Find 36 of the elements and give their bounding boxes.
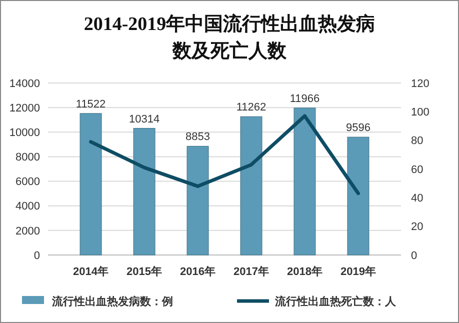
- y-tick-label: 10000: [9, 126, 40, 139]
- bar: [80, 113, 102, 256]
- x-tick-label: 2014年: [73, 265, 109, 278]
- y-tick-label: 12000: [9, 102, 40, 114]
- data-label: 11966: [290, 92, 320, 105]
- y2-tick-label: 0: [411, 250, 418, 262]
- bar: [133, 128, 156, 256]
- bar: [186, 146, 209, 256]
- legend-label: 流行性出血热死亡数：人: [274, 294, 397, 308]
- chart-title: 2014-2019年中国流行性出血热发病数及死亡人数: [84, 13, 376, 62]
- y-tick-label: 8000: [16, 152, 40, 164]
- data-label: 8853: [186, 131, 210, 144]
- y-tick-label: 14000: [9, 78, 40, 90]
- y2-tick-label: 120: [411, 78, 430, 90]
- bar: [294, 108, 316, 256]
- data-label: 9596: [346, 122, 370, 134]
- x-tick-label: 2018年: [286, 265, 322, 278]
- y-tick-label: 4000: [16, 200, 40, 213]
- data-label: 11262: [236, 102, 266, 114]
- x-tick-label: 2019年: [340, 265, 376, 278]
- bar: [347, 136, 370, 256]
- data-label: 10314: [128, 113, 160, 126]
- y2-tick-label: 80: [411, 135, 424, 148]
- bar: [240, 116, 262, 256]
- y2-tick-label: 20: [411, 221, 424, 234]
- data-label: 11522: [76, 98, 106, 110]
- y2-tick-label: 60: [411, 164, 424, 176]
- legend-label: 流行性出血热发病数：例: [51, 294, 173, 308]
- y-tick-label: 0: [34, 250, 40, 262]
- y-tick-label: 2000: [16, 225, 40, 238]
- x-tick-label: 2015年: [126, 265, 162, 278]
- y2-tick-label: 100: [411, 106, 430, 119]
- x-tick-label: 2017年: [234, 265, 269, 278]
- y-tick-label: 6000: [16, 176, 40, 188]
- y2-tick-label: 40: [411, 192, 424, 205]
- x-tick-label: 2016年: [180, 265, 216, 278]
